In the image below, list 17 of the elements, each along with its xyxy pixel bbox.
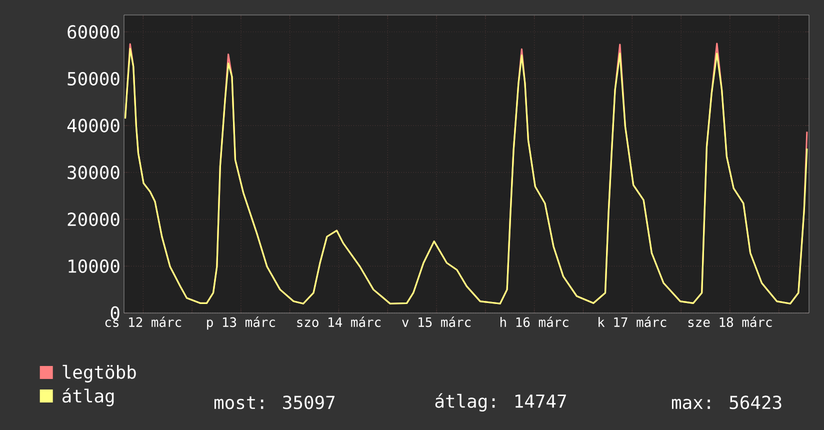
x-tick-label: szo 14 márc [297,316,381,328]
y-tick-label: 20000 [68,212,120,226]
y-tick-label: 40000 [67,118,120,132]
legend-label: legtöbb [62,364,136,382]
x-tick-label: p 13 márc [207,316,275,330]
text: most: 35097 [214,396,335,410]
legend-label: átlag [62,388,114,406]
y-tick-label: 10000 [68,259,120,273]
text: átlag: 14747 [435,393,566,412]
x-tick-label: h 16 márc [500,316,568,328]
x-tick-label: k 17 márc [598,316,666,328]
y-tick-label: 30000 [68,166,120,180]
text: max: 56423 [672,396,782,410]
y-tick-label: 60000 [68,25,120,39]
y-tick-label: 50000 [68,72,120,86]
x-tick-label: sze 18 márc [688,316,772,328]
x-tick-label: v 15 márc [402,316,471,328]
